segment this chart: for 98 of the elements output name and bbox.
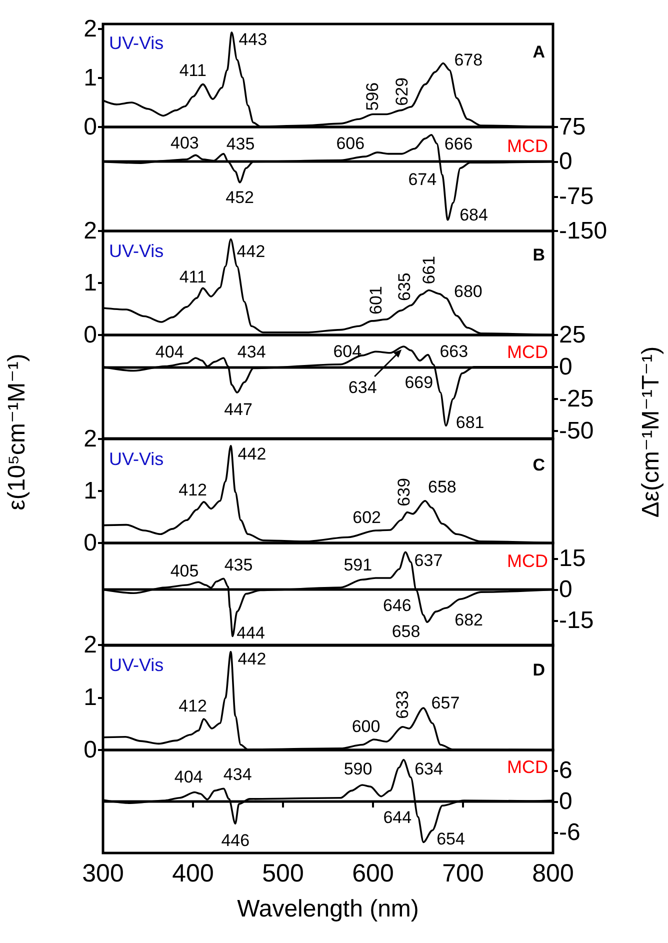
annotation: 444 [236,623,265,642]
y-tick-label: -75 [559,182,594,210]
annotation: 634 [348,378,377,397]
annotation: 596 [362,82,382,111]
annotation: 646 [383,596,412,615]
annotation: 669 [404,372,434,392]
annotation: 682 [454,610,483,630]
annotation: MCD [507,136,548,156]
annotation: 644 [383,808,412,827]
x-tick-label: 600 [352,860,394,888]
annotation: 404 [155,342,184,362]
y-tick-label: 2 [84,15,97,42]
y-axis-title: Δε(cm⁻¹M⁻¹T⁻¹) [636,346,666,518]
annotation: 434 [223,765,252,784]
y-tick-label: 0 [559,148,572,176]
y-tick-label: -6 [559,818,580,846]
annotation: MCD [507,342,548,362]
y-tick-label: 0 [84,529,97,556]
y-tick-label: 0 [84,114,97,140]
y-axis-title: ε(10⁵cm⁻¹M⁻¹) [2,354,32,510]
x-tick-label: 700 [442,860,484,888]
y-tick-label: 2 [84,218,97,244]
annotation: 639 [394,477,414,506]
annotation: 635 [395,272,414,301]
annotation: 404 [174,768,203,787]
annotation: MCD [507,550,548,570]
annotation: 405 [170,561,199,580]
annotation: 604 [333,342,362,362]
x-axis-title: Wavelength (nm) [237,896,419,922]
y-tick-label: 2 [84,632,97,658]
annotation: 666 [444,134,473,154]
annotation: 442 [236,242,266,261]
annotation: 435 [226,134,255,154]
annotation: 434 [237,342,266,362]
annotation: 411 [179,268,206,287]
y-tick-label: -15 [559,606,594,634]
annotation: 446 [221,831,250,850]
y-tick-label: -50 [559,417,594,444]
annotation: 403 [170,134,199,153]
y-tick-label: 1 [84,684,97,711]
annotation: B [532,246,545,264]
annotation: 681 [456,413,484,432]
y-tick-label: 2 [84,425,97,452]
annotation: C [532,455,545,474]
annotation: 601 [366,286,386,314]
annotation: UV-Vis [109,241,164,261]
annotation: 442 [238,444,266,463]
annotation: MCD [507,757,548,777]
annotation: 680 [454,282,482,302]
annotation: 678 [454,50,483,70]
annotation: 590 [344,760,372,779]
annotation: D [532,660,545,680]
y-tick-label: 0 [84,736,97,764]
y-tick-label: 25 [559,322,586,348]
annotation: 674 [408,170,437,190]
annotation: 663 [440,342,468,362]
y-tick-label: 1 [84,477,97,504]
annotation: 602 [352,508,381,527]
y-tick-label: 15 [559,544,586,572]
y-tick-label: 6 [559,757,572,784]
y-tick-label: 0 [559,576,572,603]
annotation: 606 [336,134,365,153]
annotation: 658 [392,622,420,641]
annotation: 442 [238,649,266,668]
annotation: 658 [428,476,456,496]
y-tick-label: 0 [559,353,572,380]
x-tick-label: 300 [82,860,124,888]
y-tick-label: 75 [559,114,586,140]
y-tick-label: 1 [84,270,97,296]
annotation: 637 [414,550,443,570]
annotation: 435 [224,555,253,574]
annotation: 633 [393,690,412,719]
y-tick-label: 0 [84,322,97,348]
annotation: UV-Vis [109,655,164,675]
annotation: UV-Vis [109,448,164,468]
x-tick-label: 400 [172,860,214,888]
y-tick-label: 1 [84,64,97,92]
annotation: 629 [392,77,412,106]
annotation: 412 [178,696,207,716]
annotation: 591 [344,555,372,574]
annotation: 443 [238,30,268,49]
x-tick-label: 500 [262,860,304,888]
annotation: 452 [226,188,254,207]
annotation: A [532,42,545,62]
x-tick-label: 800 [532,860,574,888]
y-tick-label: -25 [559,385,594,412]
annotation: 600 [352,717,380,736]
annotation: 447 [224,400,252,419]
annotation: 411 [179,60,206,80]
annotation: 684 [460,205,488,224]
annotation: 661 [419,256,438,284]
annotation: 654 [436,830,465,849]
annotation: 657 [431,694,460,712]
y-tick-label: 0 [559,788,572,815]
y-tick-label: -150 [559,218,608,244]
annotation: 634 [414,759,443,778]
annotation: UV-Vis [109,33,164,53]
annotation: 412 [178,480,207,499]
